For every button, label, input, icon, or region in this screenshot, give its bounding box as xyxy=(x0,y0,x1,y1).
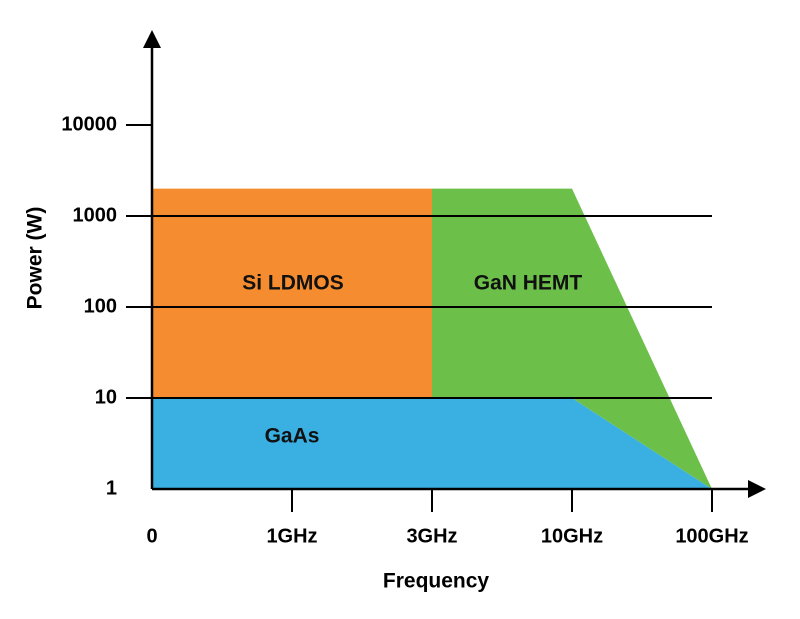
axes-group xyxy=(143,30,766,498)
x-tick-label-100ghz: 100GHz xyxy=(675,525,748,547)
x-axis-title: Frequency xyxy=(383,570,490,593)
y-tick-label-1000: 1000 xyxy=(73,204,118,226)
y-tick-label-10: 10 xyxy=(95,386,117,408)
region-si-ldmos xyxy=(152,188,432,398)
y-axis-arrow xyxy=(143,30,161,48)
region-label-gan-hemt: GaN HEMT xyxy=(474,272,583,295)
y-tick-label-10000: 10000 xyxy=(61,113,117,135)
regions-group xyxy=(152,188,712,489)
x-axis-arrow xyxy=(748,480,766,498)
region-label-si-ldmos: Si LDMOS xyxy=(242,272,344,295)
region-label-gaas: GaAs xyxy=(265,425,320,448)
y-tick-label-100: 100 xyxy=(84,295,117,317)
x-tick-label-3ghz: 3GHz xyxy=(406,525,457,547)
region-gaas xyxy=(152,398,712,489)
region-gan-hemt xyxy=(432,188,712,489)
x-tick-label-0: 0 xyxy=(146,525,157,547)
x-tick-label-1ghz: 1GHz xyxy=(266,525,317,547)
y-tick-label-1: 1 xyxy=(106,477,117,499)
y-axis-title: Power (W) xyxy=(24,207,47,310)
x-tick-label-10ghz: 10GHz xyxy=(541,525,603,547)
labels-group: GaAs Si LDMOS GaN HEMT Frequency Power (W) xyxy=(24,207,583,593)
gridlines-group xyxy=(152,215,712,399)
ticks-group: 1 10 100 1000 10000 0 1GHz 3GHz 10GHz 100GHz xyxy=(61,113,748,547)
